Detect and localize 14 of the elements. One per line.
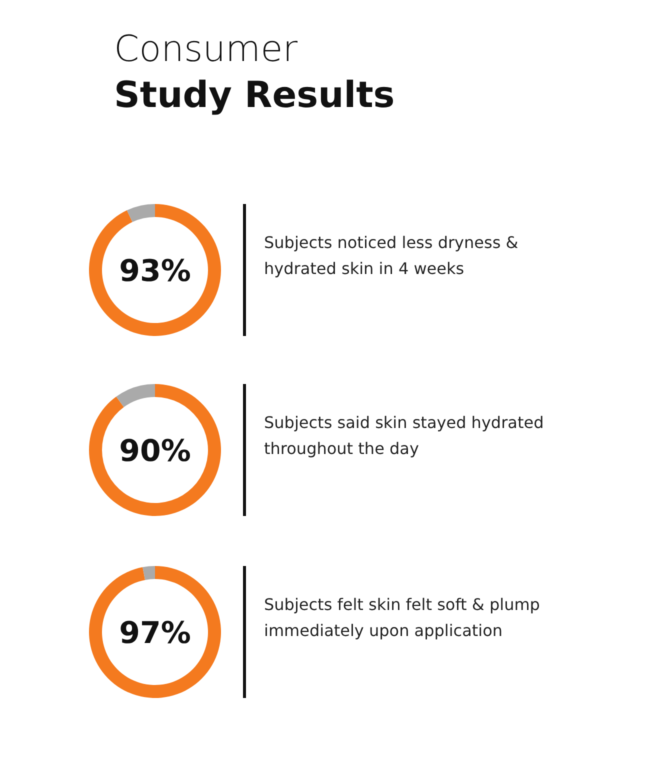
donut-slice bbox=[116, 384, 155, 408]
data-label: 93% bbox=[119, 254, 191, 289]
donut-slice bbox=[89, 566, 221, 698]
text: Subjects felt skin felt soft & plump immediately upon application bbox=[264, 594, 541, 642]
text: Subjects said skin stayed hydrated throughout the day bbox=[264, 412, 545, 460]
donut-slice bbox=[142, 566, 155, 580]
chart-subtitle: Study Results bbox=[114, 74, 395, 118]
donut-slice bbox=[89, 204, 221, 336]
chart-title: Consumer bbox=[114, 28, 298, 72]
text: Subjects noticed less dryness & hydrated skin in 4 weeks bbox=[264, 232, 520, 280]
donut-slice bbox=[89, 384, 221, 516]
donut-slice bbox=[126, 204, 155, 222]
data-label: 90% bbox=[119, 434, 191, 469]
data-label: 97% bbox=[119, 616, 191, 651]
